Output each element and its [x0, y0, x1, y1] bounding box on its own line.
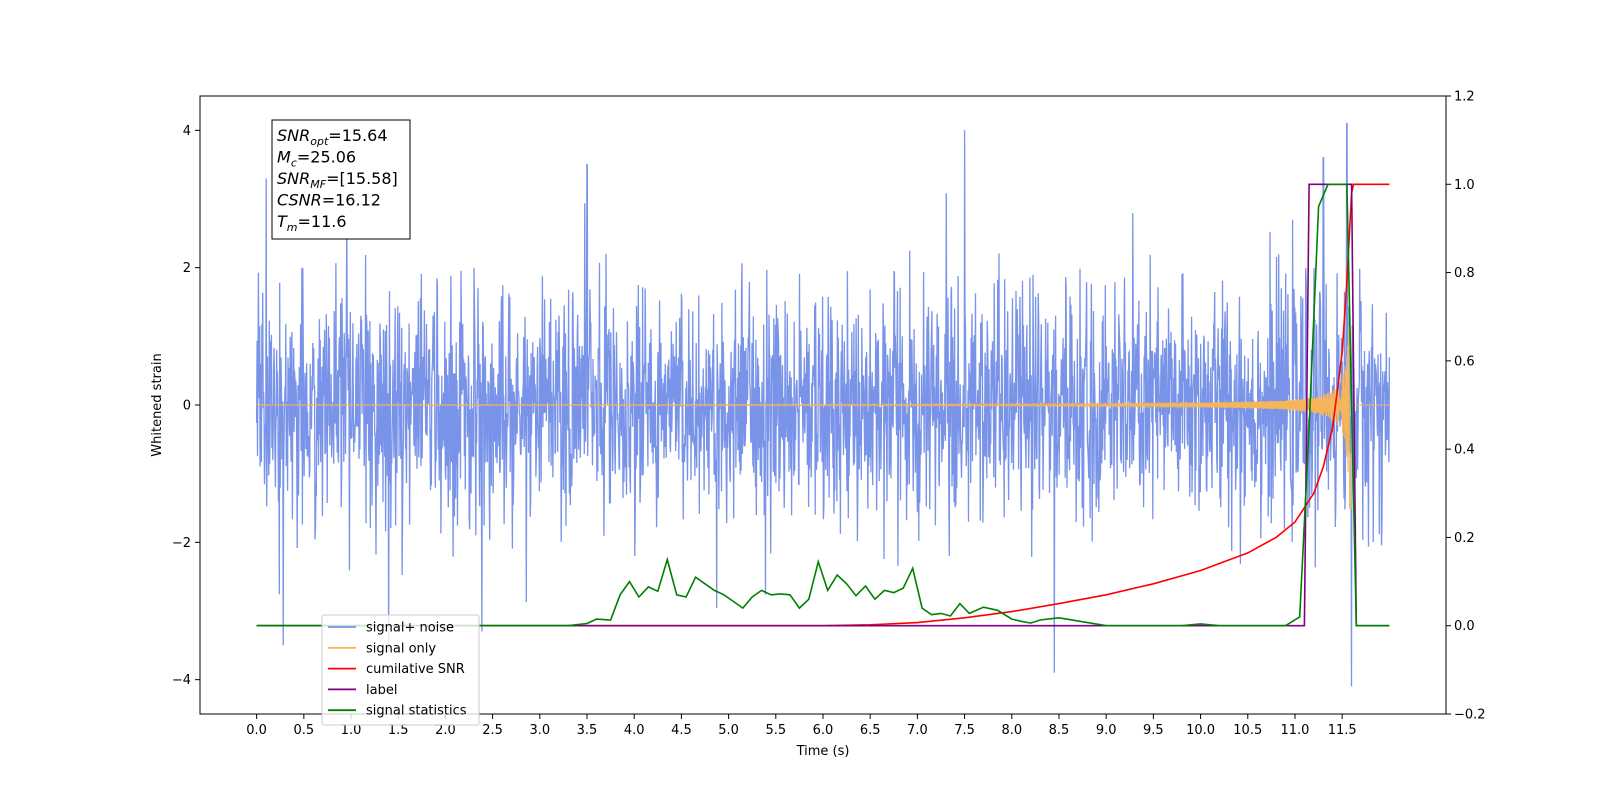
- x-tick-label: 11.5: [1328, 723, 1357, 738]
- right-y-tick-label: 0.6: [1454, 354, 1475, 369]
- legend: signal+ noise signal only cumilative SNR la…: [321, 614, 480, 726]
- x-tick-label: 8.0: [1001, 723, 1022, 738]
- stats-line: CSNR=16.12: [277, 191, 381, 210]
- legend-label: signal only: [366, 641, 436, 656]
- x-tick-label: 1.0: [341, 723, 362, 738]
- x-tick-label: 6.0: [813, 723, 834, 738]
- right-y-axis: −0.2 0.0 0.2 0.4 0.6 0.8 1.0 1.2: [1446, 90, 1486, 723]
- y-axis-label: Whitened strain: [150, 353, 165, 456]
- x-tick-label: 3.0: [529, 723, 550, 738]
- x-tick-label: 7.5: [954, 723, 975, 738]
- x-tick-label: 5.5: [765, 723, 786, 738]
- legend-label: cumilative SNR: [366, 662, 465, 677]
- series-cumilative-snr-line: [256, 183, 1390, 627]
- right-y-tick-label: 1.0: [1454, 178, 1475, 193]
- stats-line: SNRopt=15.64: [277, 126, 388, 148]
- left-y-tick-label: −2: [172, 536, 191, 551]
- x-tick-label: 0.5: [293, 723, 314, 738]
- left-y-tick-label: −4: [172, 673, 191, 688]
- series-signal-statistics-line: [256, 183, 1390, 627]
- right-y-tick-label: 0.8: [1454, 266, 1475, 281]
- legend-label: signal statistics: [366, 704, 467, 719]
- x-tick-label: 2.5: [482, 723, 503, 738]
- x-tick-label: 0.0: [246, 723, 267, 738]
- x-tick-label: 7.0: [907, 723, 928, 738]
- left-y-tick-label: 2: [183, 261, 191, 276]
- stats-box: SNRopt=15.64Mc=25.06SNRMF=[15.58]CSNR=16…: [271, 119, 411, 240]
- left-y-tick-label: 4: [183, 124, 191, 139]
- x-tick-label: 8.5: [1049, 723, 1070, 738]
- plot-area: [255, 122, 1391, 687]
- legend-label: signal+ noise: [366, 621, 454, 636]
- stats-line: SNRMF=[15.58]: [277, 169, 398, 191]
- right-y-tick-label: −0.2: [1454, 708, 1486, 723]
- series-signal-only-line: [256, 326, 1390, 509]
- x-tick-label: 10.5: [1233, 723, 1262, 738]
- right-y-tick-label: 0.0: [1454, 619, 1475, 634]
- x-tick-label: 4.5: [671, 723, 692, 738]
- x-tick-label: 6.5: [860, 723, 881, 738]
- stats-box-frame: [271, 119, 411, 240]
- x-tick-label: 9.0: [1096, 723, 1117, 738]
- legend-frame: [321, 614, 480, 726]
- x-tick-label: 11.0: [1280, 723, 1309, 738]
- x-tick-label: 3.5: [577, 723, 598, 738]
- left-y-tick-label: 0: [183, 399, 191, 414]
- x-tick-label: 4.0: [624, 723, 645, 738]
- right-y-tick-label: 0.2: [1454, 531, 1475, 546]
- stats-line: Mc=25.06: [277, 148, 356, 170]
- x-axis: 0.0 0.5 1.0 1.5 2.0 2.5 3.0 3.5 4.0 4.5 5.0 5.5 6.0 6…: [246, 714, 1357, 738]
- left-y-axis: −4 −2 0 2 4: [172, 124, 200, 688]
- x-axis-label: Time (s): [796, 744, 850, 759]
- legend-label: label: [366, 683, 397, 698]
- x-tick-label: 9.5: [1143, 723, 1164, 738]
- stats-line: Tm=11.6: [277, 212, 347, 234]
- series-signal-noise-line: [255, 122, 1391, 687]
- right-y-tick-label: 0.4: [1454, 443, 1475, 458]
- x-tick-label: 10.0: [1186, 723, 1215, 738]
- right-y-tick-label: 1.2: [1454, 90, 1475, 105]
- x-tick-label: 1.5: [388, 723, 409, 738]
- x-tick-label: 5.0: [718, 723, 739, 738]
- x-tick-label: 2.0: [435, 723, 456, 738]
